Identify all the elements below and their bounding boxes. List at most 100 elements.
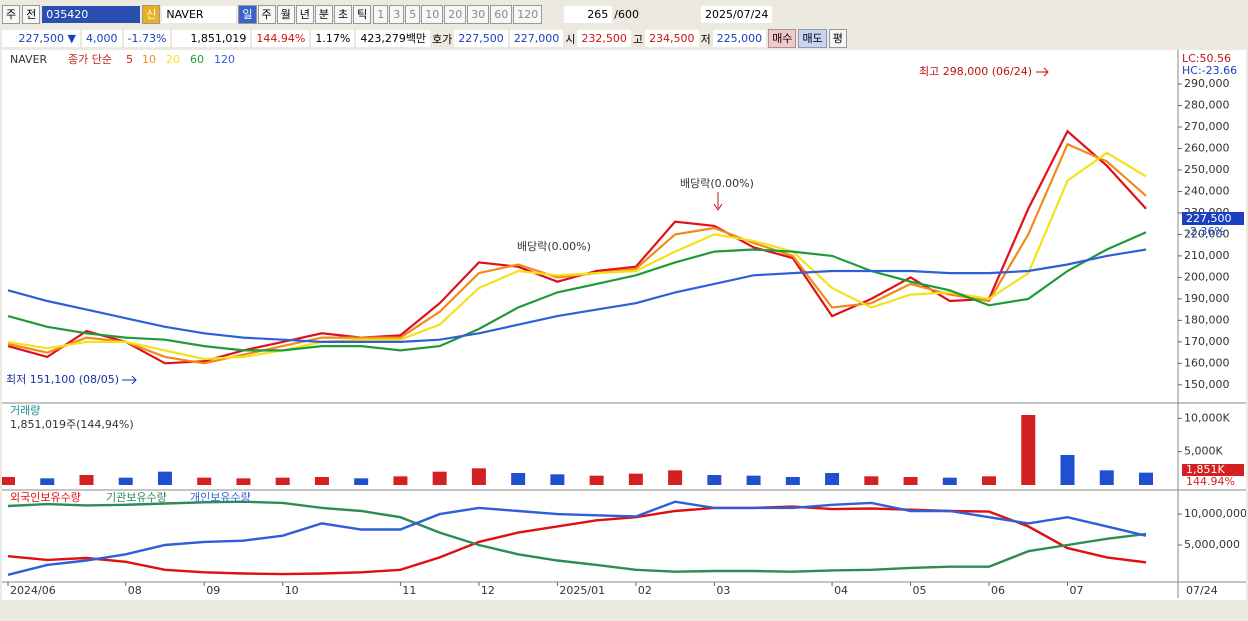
interval-button[interactable]: 120 <box>513 5 543 24</box>
low: 225,000 <box>712 30 767 47</box>
date[interactable]: 2025/07/24 <box>700 6 773 23</box>
x-tick-label: 07 <box>1070 584 1084 597</box>
volume-bar <box>511 473 526 485</box>
low-label: 저 <box>700 32 711 46</box>
interval-button[interactable]: 10 <box>421 5 444 24</box>
ask: 227,500 <box>454 30 508 47</box>
y-tick-label: 210,000 <box>1184 249 1230 262</box>
x-tick-label: 02 <box>638 584 652 597</box>
x-tick-label: 05 <box>913 584 927 597</box>
y-tick-label: 10,000K <box>1184 411 1230 424</box>
last-volume-box <box>1182 464 1244 476</box>
hc-label: HC:-23.66 <box>1182 64 1237 77</box>
legend-entry: 120 <box>214 53 235 66</box>
volume-bar <box>275 477 290 485</box>
interval-button[interactable]: 30 <box>467 5 490 24</box>
volume-bar <box>903 477 918 485</box>
volume-bar <box>589 475 604 485</box>
volume-bar <box>982 476 997 485</box>
avg[interactable]: 평 <box>828 29 847 48</box>
volume-bar <box>825 473 840 485</box>
quote-label: 호가 <box>432 32 453 46</box>
y-tick-label: 220,000 <box>1184 227 1230 240</box>
volume-bar <box>785 477 800 485</box>
interval-button[interactable]: 1 <box>373 5 389 24</box>
y-tick-label: 240,000 <box>1184 184 1230 197</box>
arrow <box>1036 67 1049 77</box>
volume-bar <box>432 471 447 485</box>
code[interactable]: 035420 <box>42 6 141 23</box>
y-tick-label: 5,000K <box>1184 445 1223 458</box>
count[interactable]: 265 <box>564 6 613 23</box>
intervals: 1 3 5 10 20 30 60 120 <box>373 5 543 24</box>
last-volume: 1,851K <box>1186 463 1225 476</box>
x-tick-label: 2025/01 <box>559 584 605 597</box>
x-tick-label: 12 <box>481 584 495 597</box>
volume-bar <box>1021 415 1036 485</box>
volume-bar <box>668 470 683 485</box>
turnover: 1.17% <box>311 30 355 47</box>
volume-bar <box>393 476 408 485</box>
y-tick-label: 260,000 <box>1184 142 1230 155</box>
max: /600 <box>614 8 639 21</box>
legend-entry: 10 <box>142 53 156 66</box>
volume-bar <box>471 468 486 485</box>
period-button[interactable]: 분 <box>314 5 333 24</box>
legend-entry: 60 <box>190 53 204 66</box>
x-tick-label: 11 <box>402 584 416 597</box>
prev[interactable]: 전 <box>22 5 41 24</box>
series-line <box>7 500 1147 576</box>
period-button[interactable]: 틱 <box>353 5 372 24</box>
y-tick-label: 290,000 <box>1184 77 1230 90</box>
volume-bar <box>550 474 565 485</box>
y-tick-label: 10,000,000 <box>1184 507 1246 520</box>
volume-bar <box>942 477 957 485</box>
volume-bar <box>79 475 94 485</box>
market[interactable]: 주 <box>2 5 21 24</box>
legend-entry: 기관보유수량 <box>106 491 167 504</box>
series-line <box>7 231 1147 352</box>
volume-bar <box>2 477 15 485</box>
annotation-dividend: 배당락(0.00%) <box>517 240 591 253</box>
interval-button[interactable]: 60 <box>490 5 513 24</box>
period-button[interactable]: 년 <box>295 5 314 24</box>
series-line <box>7 500 1147 573</box>
name[interactable]: NAVER <box>162 6 237 23</box>
legend-entry: 외국인보유수량 <box>10 491 81 504</box>
x-tick-label: 10 <box>285 584 299 597</box>
new[interactable]: 신 <box>142 5 161 24</box>
x-tick-label: 04 <box>834 584 848 597</box>
annotation-high: 최고 298,000 (06/24) <box>919 65 1032 78</box>
x-tick-label: 03 <box>716 584 730 597</box>
interval-button[interactable]: 5 <box>405 5 421 24</box>
y-tick-label: 190,000 <box>1184 292 1230 305</box>
x-tick-label: 09 <box>206 584 220 597</box>
period-button[interactable]: 월 <box>276 5 295 24</box>
buy[interactable]: 매수 <box>768 29 797 48</box>
y-tick-label: 180,000 <box>1184 313 1230 326</box>
legend-entry: 20 <box>166 53 180 66</box>
interval-button[interactable]: 3 <box>389 5 405 24</box>
period-button[interactable]: 초 <box>334 5 353 24</box>
interval-button[interactable]: 20 <box>444 5 467 24</box>
scroll-bar[interactable] <box>2 600 1246 620</box>
price: 227,500 ▼ <box>2 30 80 47</box>
high: 234,500 <box>645 30 699 47</box>
legend-entry: 5 <box>126 53 133 66</box>
volume-title: 거래량 <box>10 404 40 417</box>
info-bar: 227,500 ▼ 4,000 -1.73% 1,851,019 144.94%… <box>2 29 847 48</box>
period-button[interactable]: 일 <box>238 5 257 24</box>
y-tick-label: 270,000 <box>1184 120 1230 133</box>
period-button[interactable]: 주 <box>257 5 276 24</box>
volume-bar <box>707 475 722 485</box>
volume: 1,851,019 <box>172 30 251 47</box>
high-label: 고 <box>632 32 644 46</box>
sell[interactable]: 매도 <box>798 29 827 48</box>
chart-title: NAVER <box>10 53 48 66</box>
volume-bar <box>40 478 55 485</box>
change-pct: -1.73% <box>123 30 171 47</box>
amount: 423,279백만 <box>356 30 431 47</box>
volume-ratio: 144.94% <box>252 30 310 47</box>
